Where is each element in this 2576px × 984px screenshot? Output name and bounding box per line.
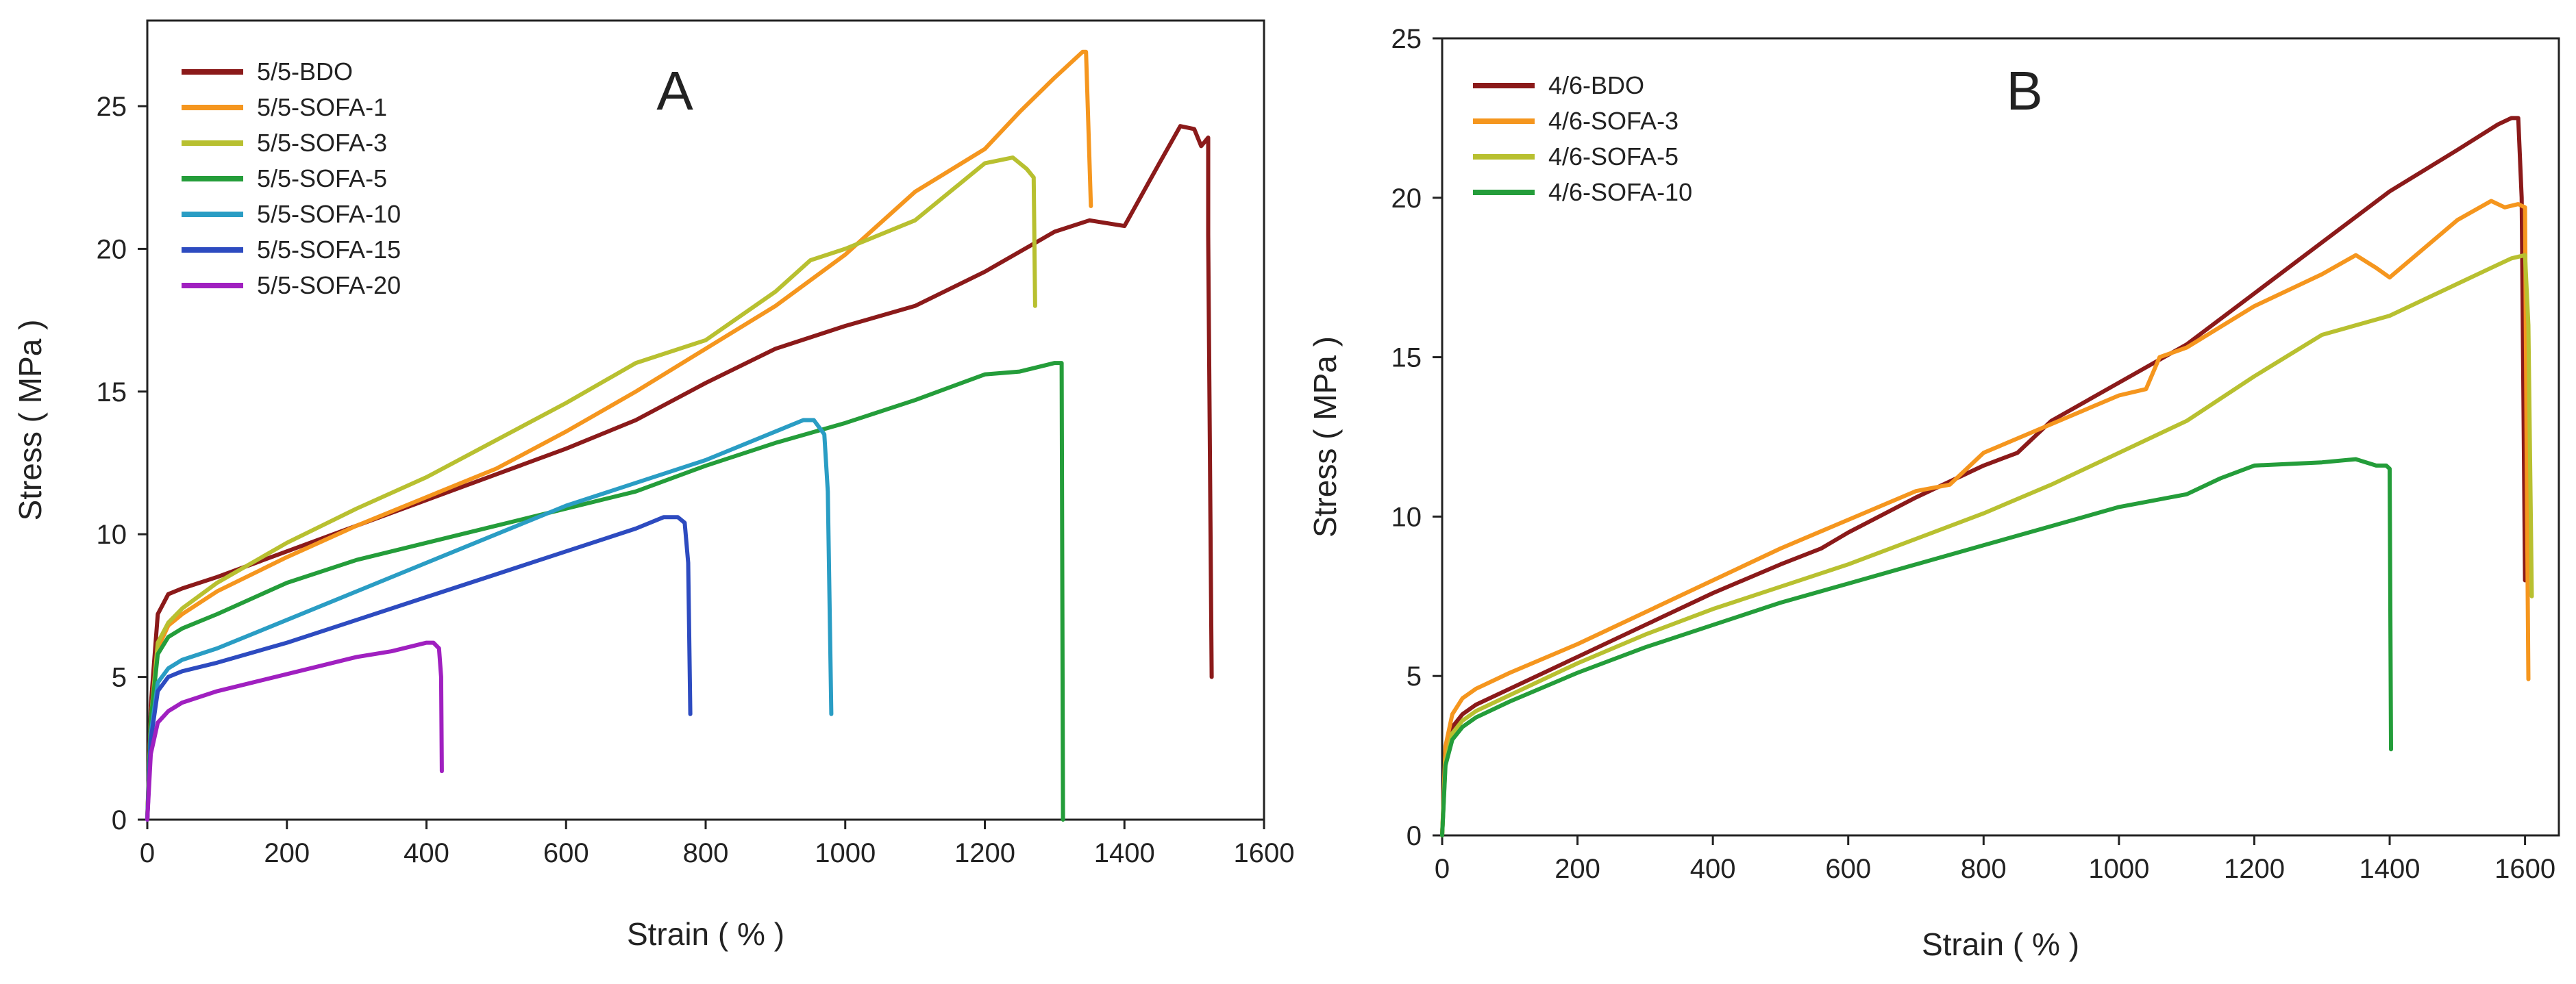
x-tick-label: 1600 [1234, 838, 1295, 868]
legend-label: 5/5-SOFA-3 [257, 129, 387, 157]
legend-label: 5/5-SOFA-20 [257, 271, 401, 299]
x-tick-label: 200 [1555, 854, 1600, 884]
y-tick-label: 10 [1391, 502, 1422, 532]
y-tick-label: 5 [112, 663, 127, 693]
x-tick-label: 1200 [954, 838, 1015, 868]
x-tick-label: 1600 [2494, 854, 2555, 884]
chart-panel-a: 0 200 400 600 800 1000 1200 1400 1600 0 5 10 15 20 25 S… [12, 19, 1295, 952]
y-tick-label: 0 [1407, 821, 1422, 851]
x-tick-label: 1400 [1094, 838, 1155, 868]
legend-label: 5/5-SOFA-5 [257, 164, 387, 192]
y-axis-title: Stress ( MPa ) [1307, 336, 1343, 538]
y-tick-label: 20 [97, 234, 127, 264]
legend-label: 5/5-SOFA-15 [257, 236, 401, 264]
y-tick-label: 15 [97, 377, 127, 407]
x-axis-title: Strain ( % ) [1922, 926, 2079, 962]
chart-panel-b: 0 200 400 600 800 1000 1200 1400 1600 0 5 10 15 20 25 S… [1307, 24, 2560, 962]
panel-label: B [2006, 60, 2042, 121]
series-line-5-5-bdo [145, 124, 1214, 822]
y-tick-label: 25 [97, 92, 127, 122]
x-tick-label: 0 [1435, 854, 1450, 884]
y-tick-label: 20 [1391, 184, 1422, 214]
panel-label: A [656, 60, 693, 121]
legend-label: 5/5-SOFA-1 [257, 93, 387, 121]
series-line-4-6-sofa-5 [1440, 253, 2534, 837]
series-line-4-6-sofa-10 [1440, 457, 2393, 837]
x-tick-label: 600 [543, 838, 589, 868]
series-line-5-5-sofa-3 [145, 155, 1037, 822]
legend-label: 5/5-BDO [257, 58, 353, 86]
x-tick-label: 1200 [2224, 854, 2285, 884]
y-tick-label: 10 [97, 520, 127, 550]
x-axis-title: Strain ( % ) [627, 916, 784, 952]
x-tick-label: 600 [1825, 854, 1871, 884]
plot-frame [1441, 37, 2560, 837]
x-tick-label: 400 [1690, 854, 1736, 884]
y-axis-title: Stress ( MPa ) [12, 320, 48, 521]
series-line-4-6-bdo [1440, 116, 2527, 837]
y-tick-label: 5 [1407, 661, 1422, 692]
legend-label: 5/5-SOFA-10 [257, 200, 401, 228]
legend-label: 4/6-SOFA-3 [1548, 107, 1679, 135]
x-tick-label: 200 [264, 838, 310, 868]
series-line-5-5-sofa-1 [145, 49, 1093, 822]
series-line-5-5-sofa-10 [145, 418, 834, 822]
x-tick-label: 1000 [815, 838, 876, 868]
y-tick-label: 15 [1391, 343, 1422, 373]
x-tick-label: 800 [683, 838, 729, 868]
x-tick-label: 800 [1961, 854, 2007, 884]
x-tick-label: 0 [140, 838, 155, 868]
legend-label: 4/6-SOFA-10 [1548, 178, 1692, 206]
y-tick-label: 0 [112, 805, 127, 835]
x-tick-label: 1000 [2088, 854, 2149, 884]
series-line-5-5-sofa-5 [145, 361, 1065, 822]
x-tick-label: 400 [404, 838, 449, 868]
legend-label: 4/6-SOFA-5 [1548, 142, 1679, 171]
series-line-5-5-sofa-15 [145, 515, 693, 822]
x-tick-label: 1400 [2360, 854, 2420, 884]
legend-label: 4/6-BDO [1548, 71, 1644, 99]
series-line-4-6-sofa-3 [1440, 199, 2531, 837]
series-line-5-5-sofa-20 [145, 640, 444, 822]
y-tick-label: 25 [1391, 24, 1422, 54]
